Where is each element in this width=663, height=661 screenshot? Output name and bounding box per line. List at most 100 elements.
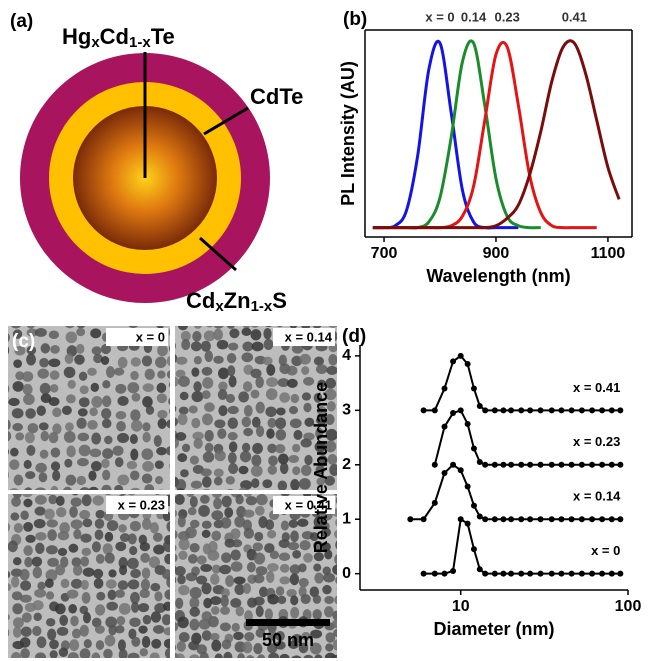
particle	[241, 352, 254, 363]
particle	[177, 453, 188, 463]
particle	[63, 366, 76, 379]
marker	[527, 461, 534, 468]
particle	[277, 480, 288, 490]
particle	[255, 605, 264, 618]
particle	[165, 446, 170, 456]
particle	[8, 545, 9, 551]
particle	[246, 655, 255, 658]
particle	[175, 405, 177, 413]
particle	[189, 587, 202, 599]
particle	[0, 354, 6, 362]
x-tick-label: 100	[615, 598, 642, 615]
particle	[38, 422, 49, 431]
marker	[578, 516, 585, 523]
particle	[0, 600, 7, 611]
marker	[457, 407, 464, 414]
particle	[210, 632, 220, 641]
particle	[8, 430, 12, 442]
particle	[117, 356, 128, 369]
particle	[63, 430, 76, 443]
particle	[142, 431, 151, 443]
particle	[288, 519, 299, 529]
particle	[228, 375, 237, 388]
particle	[40, 430, 49, 442]
particle	[76, 475, 87, 486]
label-part: S	[272, 288, 287, 313]
particle	[189, 618, 200, 631]
particle	[279, 563, 290, 573]
particle	[326, 365, 337, 375]
particle	[175, 520, 176, 525]
particle	[316, 477, 326, 486]
label-box	[106, 328, 168, 346]
particle	[204, 402, 215, 413]
particle	[80, 579, 89, 590]
particle	[211, 494, 223, 499]
particle	[201, 582, 212, 595]
particle	[20, 648, 30, 658]
particle	[65, 474, 77, 486]
particle	[9, 488, 19, 490]
particle	[48, 330, 60, 340]
marker	[508, 461, 515, 468]
particle	[238, 465, 249, 475]
marker	[431, 461, 438, 468]
particle	[130, 470, 140, 481]
particle	[292, 466, 301, 476]
particle	[332, 610, 337, 621]
marker	[578, 407, 585, 414]
particle	[221, 639, 232, 650]
particle	[11, 408, 24, 419]
marker	[431, 407, 438, 414]
particle	[262, 479, 273, 489]
particle	[65, 394, 76, 404]
particle	[265, 326, 272, 327]
particle	[169, 439, 170, 441]
particle	[267, 530, 277, 539]
particle	[141, 636, 151, 648]
particle	[250, 389, 260, 399]
particle	[26, 326, 35, 329]
particle	[106, 601, 118, 611]
particle	[64, 458, 73, 468]
particle	[91, 652, 101, 658]
particle	[32, 600, 44, 611]
particle	[313, 552, 324, 562]
particle	[220, 517, 232, 529]
particle	[37, 368, 49, 379]
particle	[175, 530, 178, 539]
marker	[420, 407, 427, 414]
particle	[313, 563, 322, 572]
particle	[242, 341, 254, 352]
particle	[22, 494, 33, 498]
particle	[113, 367, 125, 376]
particle	[19, 568, 30, 581]
particle	[340, 365, 349, 374]
particle	[175, 509, 178, 517]
particle	[141, 355, 153, 367]
particle	[65, 326, 75, 329]
particle	[12, 617, 24, 629]
particle	[193, 326, 203, 329]
particle	[288, 640, 299, 649]
particle	[77, 432, 90, 442]
particle	[315, 427, 324, 440]
particle	[257, 489, 260, 490]
particle	[198, 618, 211, 630]
particle	[91, 617, 102, 628]
particles	[0, 326, 170, 490]
particle	[275, 586, 285, 596]
particle	[166, 370, 170, 379]
particle	[69, 639, 80, 652]
particle	[94, 518, 105, 529]
particle	[50, 447, 61, 458]
particle	[292, 549, 302, 559]
series-line	[372, 39, 621, 230]
particle	[95, 509, 105, 519]
marker	[476, 566, 483, 573]
marker	[568, 516, 575, 523]
particle	[333, 494, 337, 496]
particle	[76, 417, 87, 429]
marker	[599, 407, 606, 414]
marker	[568, 407, 575, 414]
